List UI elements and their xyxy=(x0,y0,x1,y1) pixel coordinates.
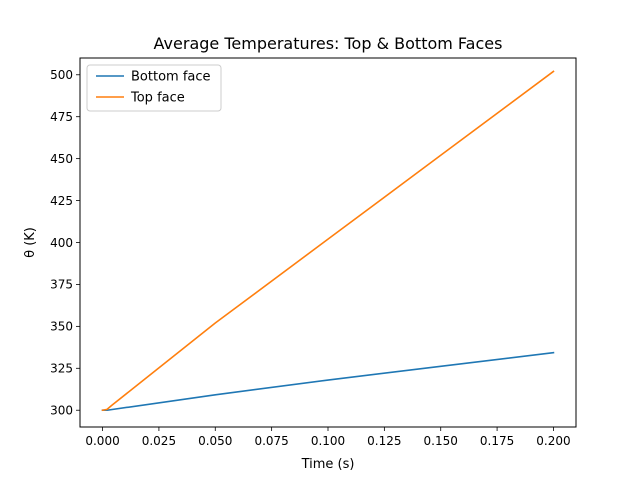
y-tick-label: 375 xyxy=(50,278,73,292)
x-tick-label: 0.000 xyxy=(85,434,119,448)
x-tick-label: 0.050 xyxy=(198,434,232,448)
x-tick-label: 0.150 xyxy=(424,434,458,448)
x-axis: 0.000 0.025 0.050 0.075 0.100 0.125 0.150 0.175… xyxy=(85,427,571,448)
legend: Bottom face Top face xyxy=(86,64,222,112)
legend-label-top-face: Top face xyxy=(130,91,185,106)
y-axis-label: θ (K) xyxy=(23,227,38,258)
y-tick-label: 325 xyxy=(50,362,73,376)
y-tick-label: 350 xyxy=(50,320,73,334)
x-tick-label: 0.200 xyxy=(536,434,570,448)
x-axis-label: Time (s) xyxy=(301,457,355,472)
y-axis: 300 325 350 375 400 425 450 475 500 xyxy=(50,68,80,418)
y-tick-label: 475 xyxy=(50,110,73,124)
x-tick-label: 0.175 xyxy=(480,434,514,448)
chart-title: Average Temperatures: Top & Bottom Faces xyxy=(154,34,503,53)
y-tick-label: 400 xyxy=(50,236,73,250)
x-tick-label: 0.125 xyxy=(367,434,401,448)
y-tick-label: 300 xyxy=(50,404,73,418)
y-tick-label: 425 xyxy=(50,194,73,208)
legend-label-bottom-face: Bottom face xyxy=(131,70,211,85)
series-line-top-face xyxy=(101,70,555,412)
x-tick-label: 0.075 xyxy=(254,434,288,448)
x-tick-label: 0.025 xyxy=(142,434,176,448)
y-tick-label: 500 xyxy=(50,68,73,82)
y-tick-label: 450 xyxy=(50,152,73,166)
plot-area xyxy=(101,70,555,412)
x-tick-label: 0.100 xyxy=(311,434,345,448)
